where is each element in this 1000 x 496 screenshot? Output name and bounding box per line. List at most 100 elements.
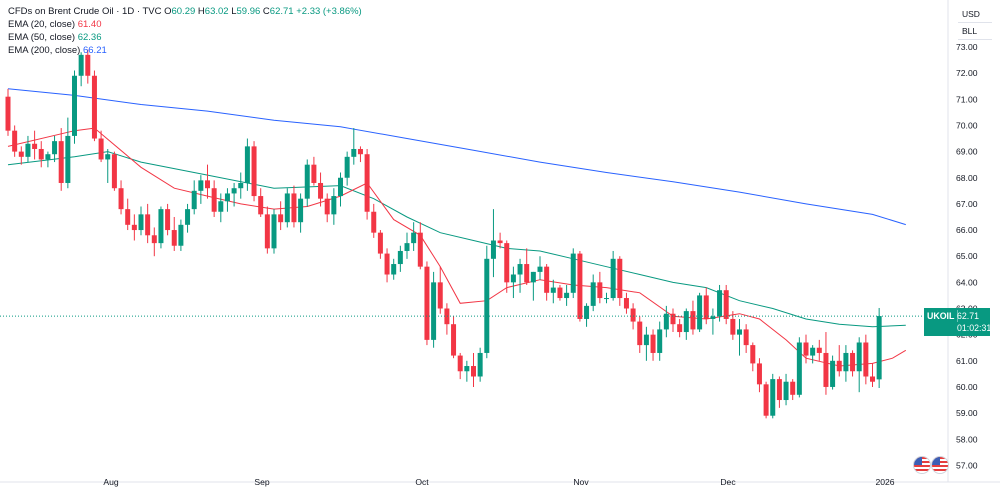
candle-body — [271, 214, 277, 249]
candle-up — [391, 258, 397, 280]
candle-up — [770, 373, 776, 419]
candle-down — [357, 146, 363, 163]
candle-down — [171, 216, 177, 251]
candle-up — [138, 206, 144, 236]
candle-up — [477, 347, 483, 382]
candle-body — [291, 193, 297, 223]
candle-body — [191, 190, 197, 210]
candle-body — [371, 211, 377, 233]
candle-body — [471, 366, 476, 377]
candle-body — [457, 355, 463, 372]
candle-up — [537, 256, 543, 280]
candle-body — [145, 214, 151, 236]
candle-body — [623, 298, 629, 309]
unit-button[interactable]: BLL — [958, 23, 992, 40]
close-label: C — [262, 6, 270, 17]
symbol-name[interactable]: CFDs on Brent Crude Oil · 1D · TVC — [8, 6, 162, 17]
candle-body — [597, 282, 603, 299]
high-label: H — [197, 6, 205, 17]
candle-body — [118, 188, 124, 210]
candle-up — [570, 248, 576, 299]
candle-body — [65, 135, 71, 183]
candle-body — [391, 264, 397, 275]
candle-down — [703, 287, 709, 325]
candle-down — [723, 284, 729, 325]
candle-body — [537, 266, 543, 272]
candle-down — [457, 352, 463, 380]
open-label: O — [164, 6, 172, 17]
candle-body — [763, 384, 769, 416]
candle-down — [743, 324, 749, 353]
candle-up — [610, 250, 616, 301]
candle-down — [823, 332, 829, 395]
candle-up — [185, 203, 191, 233]
us-flag-icon[interactable] — [914, 457, 930, 473]
candle-body — [437, 282, 443, 309]
time-axis[interactable]: Aug Sep Oct Nov Dec 2026 — [103, 477, 894, 487]
candle-body — [663, 313, 669, 330]
candle-body — [131, 224, 137, 231]
legend-ema50-row[interactable]: EMA (50, close) 62.36 — [8, 31, 362, 44]
candle-up — [710, 308, 716, 335]
legend-ema200-row[interactable]: EMA (200, close) 66.21 — [8, 44, 362, 57]
candle-up — [657, 321, 663, 361]
candle-body — [111, 154, 117, 189]
y-tick-label: 57.00 — [956, 460, 978, 470]
candle-body — [816, 347, 822, 353]
y-tick-label: 73.00 — [956, 42, 978, 52]
candle-body — [843, 352, 849, 372]
candle-body — [717, 290, 723, 317]
candle-down — [291, 185, 297, 228]
candle-body — [610, 258, 616, 299]
candle-body — [577, 253, 583, 319]
candle-body — [703, 295, 709, 319]
candle-body — [863, 342, 869, 377]
candle-body — [650, 334, 656, 353]
candle-body — [165, 209, 171, 231]
economic-events[interactable] — [914, 457, 950, 478]
candle-down — [165, 203, 171, 236]
candle-up — [158, 206, 164, 249]
candle-down — [597, 271, 603, 304]
close-value: 62.71 — [269, 6, 294, 17]
candle-up — [198, 175, 204, 204]
candle-body — [264, 214, 270, 249]
ema200-label: EMA (200, close) — [8, 45, 81, 56]
candle-body — [32, 143, 38, 149]
candle-up — [783, 373, 789, 406]
candle-body — [484, 258, 490, 353]
currency-button[interactable]: USD — [958, 6, 992, 23]
candle-up — [530, 271, 536, 301]
candle-down — [803, 334, 809, 364]
candle-down — [311, 156, 317, 186]
candle-body — [238, 182, 244, 189]
candle-body — [490, 240, 496, 259]
y-tick-label: 66.00 — [956, 225, 978, 235]
us-flag-icon[interactable] — [932, 457, 948, 473]
candle-down — [577, 250, 583, 322]
candle-body — [311, 164, 317, 183]
candle-body — [185, 209, 191, 225]
candle-up — [65, 117, 71, 189]
candle-down — [650, 329, 656, 361]
candle-down — [384, 248, 390, 283]
price-axis[interactable]: 73.00 72.00 71.00 70.00 69.00 68.00 67.00 66.00… — [0, 0, 1000, 483]
candle-body — [324, 198, 330, 215]
candle-up — [78, 52, 84, 87]
candle-up — [331, 188, 337, 225]
candle-body — [504, 243, 510, 283]
candle-down — [756, 358, 762, 393]
candle-body — [338, 177, 343, 197]
y-tick-label: 69.00 — [956, 147, 978, 157]
candle-up — [490, 209, 496, 278]
legend-ema20-row[interactable]: EMA (20, close) 61.40 — [8, 18, 362, 31]
legend-symbol-row[interactable]: CFDs on Brent Crude Oil · 1D · TVC O60.2… — [8, 5, 362, 18]
candle-body — [171, 230, 177, 246]
candle-body — [178, 224, 184, 246]
candle-down — [776, 376, 782, 408]
low-label: L — [231, 6, 237, 17]
candle-down — [131, 214, 137, 241]
candle-body — [810, 347, 816, 356]
candle-body — [45, 154, 51, 160]
